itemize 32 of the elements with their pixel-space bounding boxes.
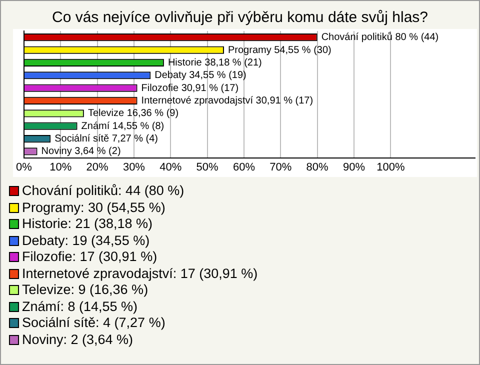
legend-label: Programy: 30 (54,55 %): [22, 200, 166, 216]
data-label: Známí 14,55 % (8): [81, 120, 164, 132]
legend-label: Debaty: 19 (34,55 %): [22, 232, 150, 249]
legend-label: Známí: 8 (14,55 %): [22, 298, 138, 315]
x-tick-label: 30%: [122, 161, 146, 174]
legend-label: Sociální sítě: 4 (7,27 %): [22, 315, 166, 332]
x-tick-label: 80%: [306, 161, 329, 174]
chart-title: Co vás nejvíce ovlivňuje při výběru komu dáte svůj hlas?: [50, 8, 430, 28]
legend-label: Televize: 9 (16,36 %): [22, 282, 148, 298]
x-tick-label: 70%: [270, 161, 292, 174]
legend-label: Chování politiků: 44 (80 %): [22, 183, 184, 200]
data-label: Programy 54,55 % (30): [228, 44, 332, 56]
x-tick-label: 50%: [196, 161, 219, 174]
data-label: Debaty 34,55 % (19): [154, 70, 246, 82]
legend-label: Historie: 21 (38,18 %): [22, 216, 153, 232]
x-tick-label: 60%: [232, 161, 256, 174]
data-label: Noviny 3,64 % (2): [41, 146, 121, 158]
data-label: Internetové zpravodajství 30,91 % (17): [141, 95, 314, 106]
legend-label: Filozofie: 17 (30,91 %): [22, 249, 158, 266]
x-tick-label: 90%: [342, 161, 366, 174]
data-label: Televize 16,36 % (9): [88, 108, 179, 120]
x-tick-label: 0%: [16, 161, 32, 174]
x-tick-label: 10%: [50, 161, 72, 174]
x-tick-label: 40%: [160, 161, 182, 174]
data-label: Filozofie 30,91 % (17): [141, 82, 239, 94]
data-label: Sociální sítě 7,27 % (4): [54, 134, 158, 145]
x-tick-label: 100%: [376, 161, 405, 174]
data-label: Chování politiků 80 % (44): [321, 31, 439, 44]
legend-label: Noviny: 2 (3,64 %): [22, 332, 134, 348]
data-label: Historie 38,18 % (21): [168, 57, 262, 68]
x-tick-label: 20%: [86, 161, 109, 174]
legend-label: Internetové zpravodajství: 17 (30,91 %): [22, 266, 258, 282]
